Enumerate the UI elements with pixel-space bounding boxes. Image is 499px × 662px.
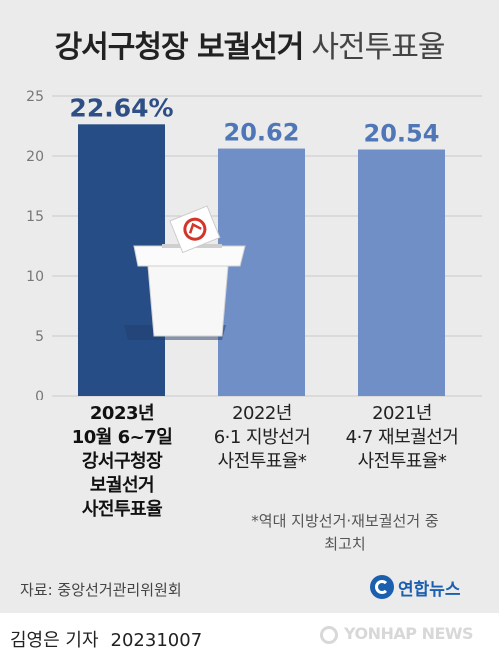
footnote: *역대 지방선거·재보궐선거 중 최고치 <box>200 510 490 556</box>
bar-value-label: 20.54 <box>364 120 440 148</box>
bar-value-label: 22.64% <box>69 93 173 122</box>
watermark: YONHAP NEWS <box>320 624 474 644</box>
bar-2 <box>358 149 445 396</box>
bar-1 <box>218 148 305 396</box>
yonhap-logo: 연합뉴스 <box>370 573 461 601</box>
chart-title: 강서구청장 보궐선거 사전투표율 <box>0 22 499 66</box>
source-text: 자료: 중앙선거관리위원회 <box>20 581 182 599</box>
ballot-paper-icon <box>169 205 221 254</box>
category-label-line: 2021년 <box>372 403 432 424</box>
title-main: 강서구청장 보궐선거 <box>54 30 305 65</box>
category-label-line: 2022년 <box>232 403 292 424</box>
category-label-line: 사전투표율 <box>81 499 163 520</box>
yonhap-logo-icon <box>370 575 394 599</box>
ballot-box-illustration <box>124 205 246 340</box>
yonhap-logo-text: 연합뉴스 <box>398 579 461 600</box>
category-label-line: 사전투표율* <box>217 451 307 472</box>
y-tick-label: 0 <box>35 389 44 400</box>
category-label-line: 10월 6~7일 <box>71 427 173 448</box>
title-sub: 사전투표율 <box>311 30 445 65</box>
watermark-logo-icon <box>320 625 338 644</box>
publish-date: 20231007 <box>110 630 203 651</box>
y-tick-label: 25 <box>26 89 44 105</box>
footnote-line: *역대 지방선거·재보궐선거 중 <box>251 512 439 530</box>
bar-chart: 0 5 10 15 20 25 22.64% 20.62 20.54 <box>26 89 482 400</box>
reporter-name: 김영은 기자 <box>10 630 99 651</box>
category-label-line: 4·7 재보궐선거 <box>345 427 459 448</box>
bar-value-label: 20.62 <box>224 119 300 147</box>
y-tick-label: 5 <box>35 329 44 345</box>
category-label-line: 강서구청장 <box>81 451 163 472</box>
category-label-line: 사전투표율* <box>357 451 447 472</box>
y-tick-label: 15 <box>26 209 44 225</box>
y-tick-label: 10 <box>26 269 44 285</box>
category-label-line: 보궐선거 <box>89 475 155 496</box>
watermark-text: YONHAP NEWS <box>344 624 474 643</box>
footnote-line: 최고치 <box>324 535 366 553</box>
y-tick-label: 20 <box>26 149 44 165</box>
category-label-line: 2023년 <box>89 403 155 424</box>
byline: 김영은 기자 20231007 <box>10 626 202 652</box>
category-label-line: 6·1 지방선거 <box>213 427 311 448</box>
